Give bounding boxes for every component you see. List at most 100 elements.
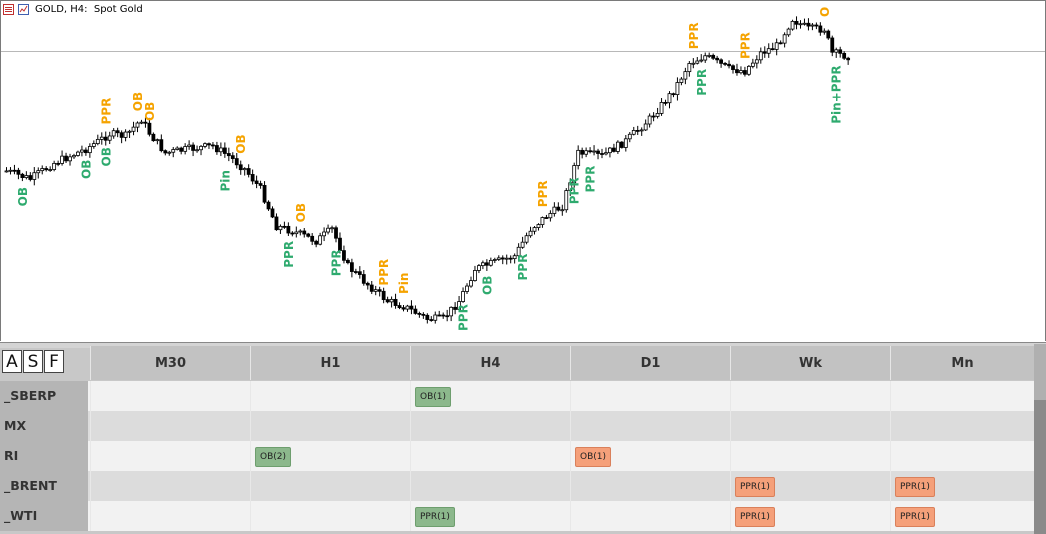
candle bbox=[425, 313, 430, 324]
row-label[interactable]: _WTI bbox=[0, 501, 88, 531]
signal-label: OB bbox=[131, 92, 145, 111]
scrollbar-thumb[interactable] bbox=[1034, 400, 1046, 534]
table-cell[interactable] bbox=[570, 501, 730, 531]
candle bbox=[314, 239, 319, 248]
table-cell[interactable] bbox=[890, 441, 1034, 471]
table-cell[interactable] bbox=[410, 471, 570, 501]
candle bbox=[421, 312, 426, 319]
signal-badge[interactable]: PPR(1) bbox=[895, 477, 935, 497]
candle bbox=[794, 16, 799, 30]
signal-label: OB bbox=[99, 147, 113, 166]
table-cell[interactable] bbox=[890, 411, 1034, 441]
candle bbox=[64, 152, 68, 164]
candle bbox=[731, 64, 735, 74]
table-cell[interactable] bbox=[730, 411, 890, 441]
table-cell[interactable] bbox=[250, 501, 410, 531]
candle bbox=[790, 19, 795, 31]
table-cell[interactable]: OB(1) bbox=[570, 441, 730, 471]
candle bbox=[473, 265, 477, 282]
candle bbox=[504, 254, 509, 265]
table-cell[interactable] bbox=[410, 441, 570, 471]
panel-divider[interactable] bbox=[0, 342, 1046, 348]
table-cell[interactable] bbox=[570, 411, 730, 441]
candle bbox=[389, 296, 394, 308]
candle bbox=[500, 255, 505, 265]
mode-button-s[interactable]: S bbox=[23, 350, 43, 373]
vertical-scrollbar[interactable] bbox=[1034, 344, 1046, 534]
candle bbox=[556, 202, 561, 212]
candle bbox=[560, 204, 565, 216]
table-cell[interactable]: OB(1) bbox=[410, 381, 570, 411]
candle bbox=[258, 180, 263, 189]
candle bbox=[528, 226, 533, 238]
list-icon[interactable] bbox=[3, 3, 14, 15]
candle bbox=[199, 144, 203, 156]
table-cell[interactable] bbox=[890, 381, 1034, 411]
signal-badge[interactable]: OB(1) bbox=[415, 387, 452, 407]
row-label[interactable]: RI bbox=[0, 441, 88, 471]
candle bbox=[536, 223, 541, 231]
candle bbox=[250, 169, 255, 185]
candle bbox=[385, 296, 390, 304]
candle bbox=[683, 67, 688, 85]
table-cell[interactable] bbox=[410, 411, 570, 441]
candle bbox=[151, 132, 156, 142]
scrollbar-track[interactable] bbox=[1034, 344, 1046, 400]
signal-label: PPR bbox=[516, 254, 530, 281]
candle bbox=[445, 309, 450, 322]
table-cell[interactable] bbox=[90, 381, 250, 411]
candle bbox=[592, 145, 596, 156]
candle bbox=[36, 167, 41, 179]
price-chart[interactable]: OB OB OB PPR OB OB Pin OB PPR OB PPR PPR Pin PPR OB PPR… bbox=[0, 0, 1046, 341]
mode-button-f[interactable]: F bbox=[44, 350, 64, 373]
table-cell[interactable] bbox=[90, 441, 250, 471]
row-label[interactable]: _SBERP bbox=[0, 381, 88, 411]
candle bbox=[719, 58, 723, 68]
candle bbox=[349, 258, 354, 278]
candle bbox=[457, 295, 461, 311]
table-cell[interactable]: PPR(1) bbox=[730, 471, 890, 501]
candle bbox=[484, 259, 489, 271]
candle bbox=[746, 65, 751, 76]
row-label[interactable]: _BRENT bbox=[0, 471, 88, 501]
table-cell[interactable] bbox=[90, 501, 250, 531]
chart-icon[interactable] bbox=[18, 3, 29, 15]
candle bbox=[230, 152, 235, 164]
candle bbox=[103, 131, 108, 146]
signal-badge[interactable]: OB(2) bbox=[255, 447, 292, 467]
signal-label: PPR bbox=[457, 304, 471, 331]
candle bbox=[786, 27, 791, 37]
signal-badge[interactable]: PPR(1) bbox=[735, 507, 775, 527]
candle bbox=[588, 147, 592, 154]
mode-button-a[interactable]: A bbox=[2, 350, 22, 373]
candle bbox=[608, 147, 612, 158]
table-cell[interactable]: PPR(1) bbox=[410, 501, 570, 531]
signal-badge[interactable]: PPR(1) bbox=[415, 507, 455, 527]
row-label[interactable]: MX bbox=[0, 411, 88, 441]
signal-badge[interactable]: PPR(1) bbox=[735, 477, 775, 497]
table-cell[interactable] bbox=[250, 411, 410, 441]
table-cell[interactable] bbox=[250, 471, 410, 501]
table-cell[interactable] bbox=[250, 381, 410, 411]
table-cell[interactable] bbox=[570, 471, 730, 501]
candle bbox=[242, 167, 247, 176]
candle bbox=[322, 227, 327, 242]
table-cell[interactable]: OB(2) bbox=[250, 441, 410, 471]
candle bbox=[207, 142, 211, 149]
table-cell[interactable] bbox=[730, 381, 890, 411]
signal-label: PPR bbox=[738, 32, 752, 59]
table-cell[interactable] bbox=[730, 441, 890, 471]
table-cell[interactable]: PPR(1) bbox=[730, 501, 890, 531]
table-cell[interactable] bbox=[570, 381, 730, 411]
table-cell[interactable]: PPR(1) bbox=[890, 501, 1034, 531]
candle bbox=[111, 128, 116, 139]
table-cell[interactable] bbox=[90, 411, 250, 441]
signal-badge[interactable]: OB(1) bbox=[575, 447, 612, 467]
candle bbox=[234, 153, 239, 169]
table-cell[interactable] bbox=[90, 471, 250, 501]
candle bbox=[754, 55, 759, 69]
candle bbox=[175, 146, 180, 151]
table-cell[interactable]: PPR(1) bbox=[890, 471, 1034, 501]
candle bbox=[580, 147, 585, 159]
signal-badge[interactable]: PPR(1) bbox=[895, 507, 935, 527]
